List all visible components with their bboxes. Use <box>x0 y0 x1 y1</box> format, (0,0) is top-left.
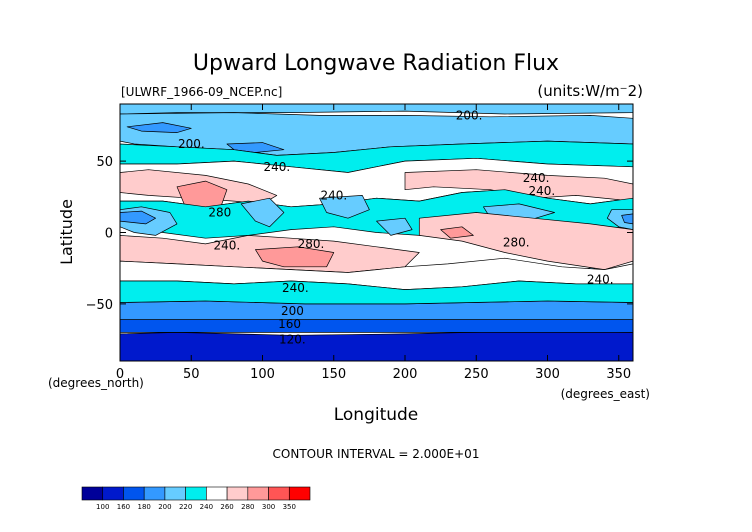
field-region-0 <box>120 330 633 361</box>
colorbar-swatch <box>164 486 186 501</box>
field-region-26 <box>255 246 335 268</box>
colorbar-swatch <box>226 486 249 501</box>
x-tick-label: 350 <box>606 367 631 382</box>
contour-label: 240. <box>587 273 614 287</box>
contour-label: 200. <box>456 108 483 122</box>
y-axis-unit: (degrees_north) <box>48 376 144 390</box>
contour-label: 280 <box>208 206 231 220</box>
colorbar-tick-label: 350 <box>283 503 296 511</box>
contour-label: 240. <box>523 171 550 185</box>
field-region-19 <box>376 217 413 236</box>
field-region-10 <box>404 169 633 202</box>
source-label: [ULWRF_1966-09_NCEP.nc] <box>121 85 282 99</box>
colorbar-tick-label: 220 <box>179 503 192 511</box>
x-axis-title: Longitude <box>334 405 419 425</box>
colorbar-swatch <box>123 486 145 501</box>
contour-label: 200 <box>281 304 304 318</box>
field-region-17 <box>240 197 285 228</box>
x-axis-ticks: 0 50 100 150 200 250 300 350 <box>116 104 631 382</box>
y-tick-label: 50 <box>96 155 113 170</box>
field-regions <box>120 104 633 361</box>
colorbar-tick-label: 240 <box>200 503 213 511</box>
x-axis-unit: (degrees_east) <box>561 387 650 401</box>
x-tick-label: 200 <box>393 367 418 382</box>
colorbar-swatch <box>288 486 311 501</box>
contour-label: 160 <box>278 317 301 331</box>
x-tick-label: 250 <box>464 367 489 382</box>
contour-label: 120. <box>279 333 306 347</box>
field-region-28 <box>120 280 633 305</box>
colorbar-swatch <box>247 486 269 501</box>
contour-label: 240. <box>320 188 347 202</box>
contour-label: 240. <box>263 160 290 174</box>
x-tick-label: 300 <box>535 367 560 382</box>
field-region-6 <box>226 142 285 153</box>
contour-label: 280. <box>298 237 325 251</box>
colorbar-swatch <box>185 486 207 501</box>
contour-label: 240. <box>528 184 555 198</box>
colorbar-tick-label: 280 <box>241 503 254 511</box>
colorbar-swatch <box>102 486 124 501</box>
chart-title: Upward Longwave Radiation Flux <box>193 51 559 76</box>
field-region-24 <box>440 226 474 239</box>
y-tick-label: −50 <box>86 298 113 313</box>
y-axis-title: Latitude <box>57 199 76 265</box>
colorbar: 100 160 180 200 220 240 260 280 300 350 <box>81 486 311 511</box>
contour-label: 200. <box>178 137 205 151</box>
colorbar-swatch <box>268 486 290 501</box>
x-tick-label: 100 <box>250 367 275 382</box>
colorbar-tick-label: 200 <box>158 503 171 511</box>
x-tick-label: 50 <box>183 367 200 382</box>
x-tick-label: 150 <box>321 367 346 382</box>
colorbar-tick-label: 180 <box>137 503 150 511</box>
y-tick-label: 0 <box>105 227 113 242</box>
field-region-23 <box>418 212 633 270</box>
colorbar-tick-label: 160 <box>117 503 130 511</box>
colorbar-swatch <box>206 486 228 501</box>
units-label: (units:W/m⁻2) <box>537 82 643 100</box>
colorbar-tick-label: 100 <box>96 503 109 511</box>
colorbar-tick-label: 260 <box>220 503 233 511</box>
y-axis-ticks: −50 0 50 <box>86 155 633 313</box>
contour-label: 240. <box>214 238 241 252</box>
contour-label: 240. <box>282 281 309 295</box>
colorbar-tick-label: 300 <box>262 503 275 511</box>
x-tick-label: 0 <box>116 367 124 382</box>
contour-interval-label: CONTOUR INTERVAL = 2.000E+01 <box>273 447 480 461</box>
colorbar-swatch <box>81 486 104 501</box>
colorbar-swatch <box>143 486 166 501</box>
contour-label: 280. <box>503 236 530 250</box>
field-region-14 <box>120 210 156 225</box>
field-region-18 <box>319 195 370 219</box>
field-region-5 <box>126 122 192 133</box>
field-region-16 <box>621 213 633 225</box>
